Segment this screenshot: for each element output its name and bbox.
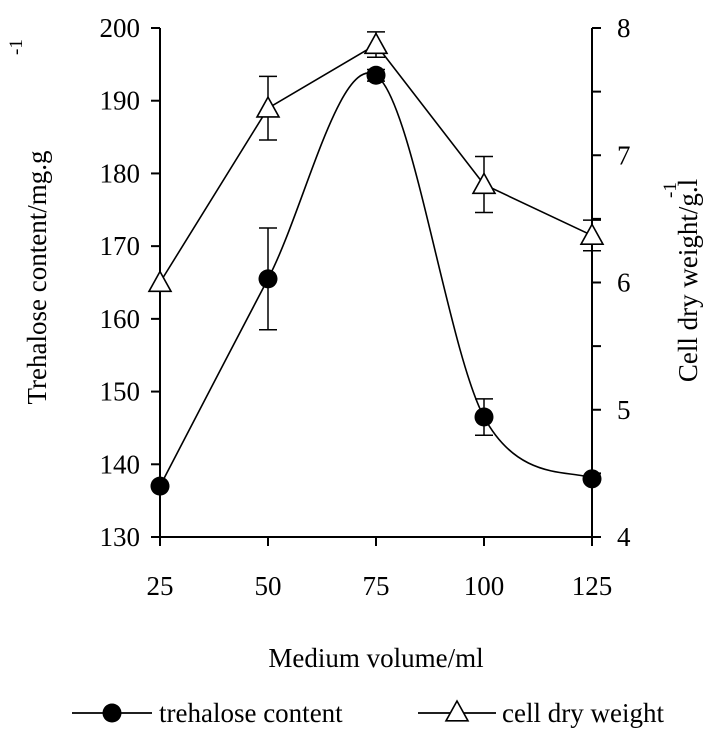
x-tick-label: 75: [363, 571, 390, 601]
legend-marker-triangle: [444, 699, 470, 722]
right-tick-label: 6: [617, 268, 631, 298]
left-tick-label: 170: [100, 231, 141, 261]
x-tick-label: 100: [464, 571, 505, 601]
x-tick-label: 125: [572, 571, 613, 601]
legend-label: trehalose content: [159, 698, 343, 728]
series-group: [147, 31, 605, 496]
x-tick-label: 25: [147, 571, 174, 601]
right-tick-label: 4: [617, 522, 631, 552]
data-point-circle: [366, 65, 386, 85]
x-axis: 25 50 75 100 125: [147, 537, 613, 601]
data-point-triangle: [363, 31, 389, 55]
left-tick-label: 200: [100, 13, 141, 43]
right-tick-label: 8: [617, 13, 631, 43]
data-point-circle: [582, 469, 602, 489]
left-axis-title: Trehalose content/mg.g: [22, 151, 52, 405]
legend-label: cell dry weight: [502, 698, 664, 728]
series-cell-dry-weight: [147, 31, 605, 293]
data-point-triangle: [147, 269, 173, 293]
left-tick-label: 140: [100, 449, 141, 479]
data-point-triangle: [255, 95, 281, 118]
left-tick-label: 180: [100, 158, 141, 188]
left-axis-title-superscript: -1: [6, 39, 27, 55]
data-point-triangle: [579, 222, 605, 246]
right-axis-title-superscript: -1: [660, 182, 681, 198]
legend-item-cell-dry-weight: cell dry weight: [418, 698, 664, 728]
data-point-circle: [258, 269, 278, 289]
left-tick-label: 160: [100, 304, 141, 334]
axis-labels: Medium volume/ml Trehalose content/mg.g -1…: [6, 39, 703, 673]
right-tick-label: 5: [617, 395, 631, 425]
data-point-triangle: [471, 171, 497, 195]
plot-frame: [159, 28, 593, 538]
data-point-circle: [150, 476, 170, 496]
data-point-circle: [474, 407, 494, 427]
right-tick-label: 7: [617, 140, 631, 170]
legend-item-trehalose: trehalose content: [72, 698, 343, 728]
x-axis-title: Medium volume/ml: [268, 643, 483, 673]
series-trehalose-content: [150, 65, 602, 496]
series-line: [159, 72, 593, 487]
right-axis-title: Cell dry weight/g.l: [673, 179, 703, 382]
legend: trehalose content cell dry weight: [72, 698, 664, 728]
legend-marker-circle: [102, 703, 122, 723]
left-tick-label: 190: [100, 86, 141, 116]
left-y-axis: 130 140 150 160 170 180 190 200: [100, 13, 160, 552]
right-y-axis: 4 5 6 7 8: [592, 13, 631, 552]
left-tick-label: 150: [100, 377, 141, 407]
x-tick-label: 50: [255, 571, 282, 601]
left-tick-label: 130: [100, 522, 141, 552]
